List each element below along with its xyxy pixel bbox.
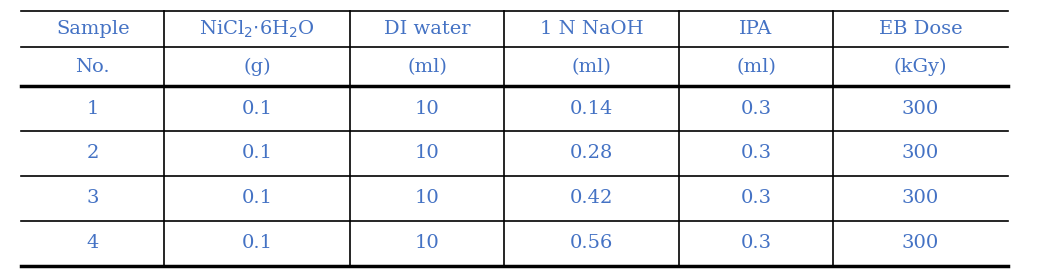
Text: 300: 300 xyxy=(902,189,939,207)
Text: 0.3: 0.3 xyxy=(741,99,771,118)
Text: (ml): (ml) xyxy=(736,58,776,76)
Text: 0.56: 0.56 xyxy=(570,234,613,252)
Text: 3: 3 xyxy=(87,189,99,207)
Text: 300: 300 xyxy=(902,99,939,118)
Text: Sample: Sample xyxy=(56,20,129,38)
Text: 0.1: 0.1 xyxy=(242,99,273,118)
Text: DI water: DI water xyxy=(384,20,470,38)
Text: 10: 10 xyxy=(415,144,439,162)
Text: 1 N NaOH: 1 N NaOH xyxy=(540,20,643,38)
Text: 2: 2 xyxy=(87,144,99,162)
Text: 0.14: 0.14 xyxy=(570,99,613,118)
Text: 0.1: 0.1 xyxy=(242,234,273,252)
Text: 0.1: 0.1 xyxy=(242,189,273,207)
Text: 1: 1 xyxy=(87,99,99,118)
Text: 10: 10 xyxy=(415,189,439,207)
Text: 0.28: 0.28 xyxy=(570,144,613,162)
Text: No.: No. xyxy=(75,58,110,76)
Text: (ml): (ml) xyxy=(407,58,447,76)
Text: 300: 300 xyxy=(902,234,939,252)
Text: 300: 300 xyxy=(902,144,939,162)
Text: 0.1: 0.1 xyxy=(242,144,273,162)
Text: (ml): (ml) xyxy=(572,58,611,76)
Text: 4: 4 xyxy=(87,234,99,252)
Text: (kGy): (kGy) xyxy=(893,58,947,76)
Text: EB Dose: EB Dose xyxy=(879,20,962,38)
Text: (g): (g) xyxy=(243,58,272,76)
Text: 10: 10 xyxy=(415,234,439,252)
Text: 0.3: 0.3 xyxy=(741,234,771,252)
Text: 0.3: 0.3 xyxy=(741,189,771,207)
Text: IPA: IPA xyxy=(740,20,772,38)
Text: 0.42: 0.42 xyxy=(570,189,613,207)
Text: 10: 10 xyxy=(415,99,439,118)
Text: 0.3: 0.3 xyxy=(741,144,771,162)
Text: NiCl$_2$$\cdot$6H$_2$O: NiCl$_2$$\cdot$6H$_2$O xyxy=(199,18,315,40)
